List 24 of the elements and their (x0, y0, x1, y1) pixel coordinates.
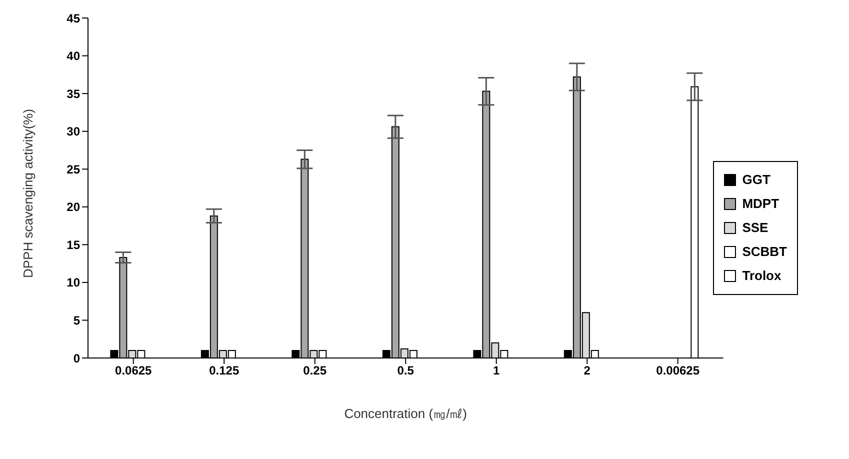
y-tick-label: 30 (66, 124, 80, 139)
legend-label: MDPT (742, 195, 780, 213)
x-tick-label: 1 (493, 364, 500, 378)
x-tick-label: 0.5 (397, 364, 414, 378)
x-tick-label: 0.125 (209, 364, 240, 378)
y-tick-label: 15 (66, 238, 80, 252)
x-axis-title: Concentration (㎎/㎖) (344, 406, 468, 421)
x-tick-label: 0.0625 (115, 364, 152, 378)
legend-label: GGT (742, 171, 770, 189)
x-tick-label: 0.25 (303, 364, 327, 378)
y-tick-label: 20 (66, 200, 80, 214)
y-tick-label: 40 (66, 49, 80, 64)
legend-label: SCBBT (742, 243, 787, 261)
y-tick-label: 35 (66, 86, 80, 101)
x-tick-label: 2 (584, 364, 591, 378)
x-tick-label: 0.00625 (656, 364, 700, 378)
y-tick-label: 25 (66, 162, 80, 176)
legend-label: Trolox (742, 267, 782, 285)
y-axis-title: DPPH scavenging activity(%) (20, 108, 36, 278)
y-tick-label: 45 (66, 11, 80, 26)
legend-label: SSE (742, 219, 768, 237)
y-tick-label: 0 (73, 351, 80, 366)
y-tick-label: 5 (73, 313, 80, 328)
y-tick-label: 10 (66, 276, 80, 290)
